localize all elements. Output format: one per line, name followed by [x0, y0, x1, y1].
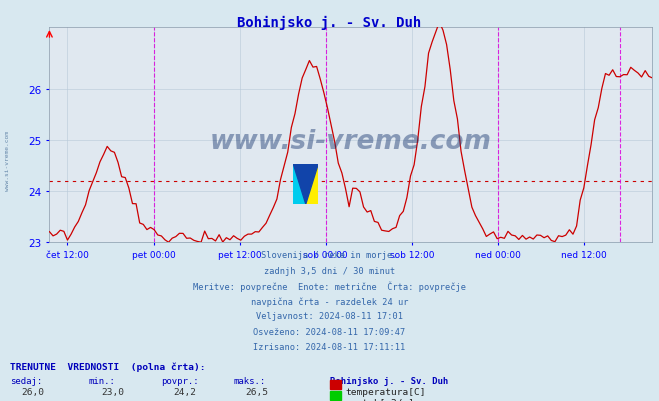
Polygon shape	[293, 164, 318, 205]
Polygon shape	[293, 164, 306, 205]
Text: Bohinjsko j. - Sv. Duh: Bohinjsko j. - Sv. Duh	[330, 376, 447, 385]
Text: www.si-vreme.com: www.si-vreme.com	[210, 129, 492, 155]
Text: temperatura[C]: temperatura[C]	[345, 387, 426, 396]
Text: povpr.:: povpr.:	[161, 376, 199, 385]
Text: -nan: -nan	[22, 398, 45, 401]
Text: www.si-vreme.com: www.si-vreme.com	[5, 130, 11, 190]
Text: pretok[m3/s]: pretok[m3/s]	[345, 398, 415, 401]
Text: Slovenija / reke in morje.: Slovenija / reke in morje.	[261, 251, 398, 259]
Text: Osveženo: 2024-08-11 17:09:47: Osveženo: 2024-08-11 17:09:47	[253, 327, 406, 336]
Text: Meritve: povprečne  Enote: metrične  Črta: povprečje: Meritve: povprečne Enote: metrične Črta:…	[193, 281, 466, 292]
Text: TRENUTNE  VREDNOSTI  (polna črta):: TRENUTNE VREDNOSTI (polna črta):	[10, 362, 206, 371]
Text: 26,5: 26,5	[246, 387, 269, 396]
Text: Veljavnost: 2024-08-11 17:01: Veljavnost: 2024-08-11 17:01	[256, 312, 403, 320]
Text: sedaj:: sedaj:	[10, 376, 42, 385]
Text: 23,0: 23,0	[101, 387, 124, 396]
Text: -nan: -nan	[101, 398, 124, 401]
Polygon shape	[306, 164, 318, 205]
Text: navpična črta - razdelek 24 ur: navpična črta - razdelek 24 ur	[251, 296, 408, 306]
Text: min.:: min.:	[89, 376, 116, 385]
Text: 26,0: 26,0	[22, 387, 45, 396]
Text: Izrisano: 2024-08-11 17:11:11: Izrisano: 2024-08-11 17:11:11	[253, 342, 406, 351]
Text: Bohinjsko j. - Sv. Duh: Bohinjsko j. - Sv. Duh	[237, 16, 422, 30]
Text: -nan: -nan	[246, 398, 269, 401]
Polygon shape	[293, 164, 318, 205]
Text: -nan: -nan	[173, 398, 196, 401]
Text: maks.:: maks.:	[234, 376, 266, 385]
Text: zadnjh 3,5 dni / 30 minut: zadnjh 3,5 dni / 30 minut	[264, 266, 395, 275]
Text: 24,2: 24,2	[173, 387, 196, 396]
